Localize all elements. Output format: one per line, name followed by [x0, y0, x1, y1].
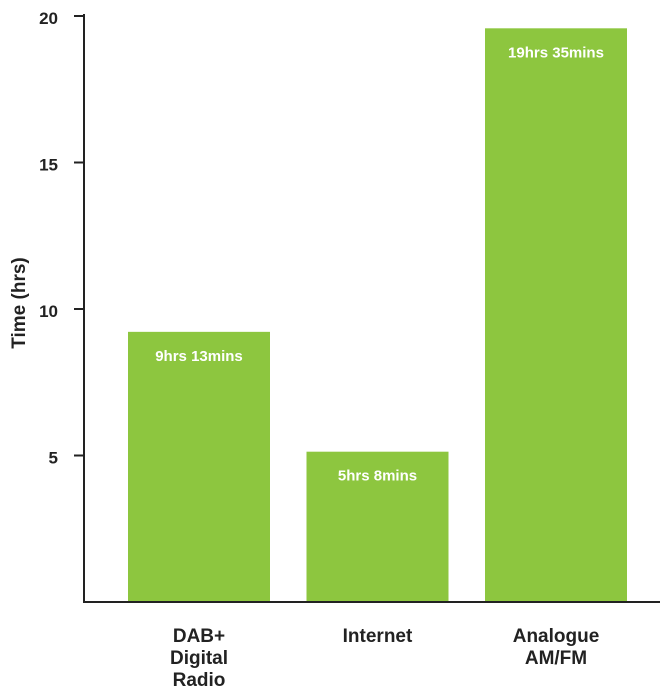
- bar: [485, 28, 627, 602]
- category-label: DAB+ Digital Radio: [170, 626, 228, 688]
- bars: [128, 28, 627, 602]
- y-tick-label: 5: [49, 449, 58, 468]
- bar-data-label: 19hrs 35mins: [508, 44, 604, 61]
- y-tick-label: 10: [39, 302, 58, 321]
- y-tick-label: 20: [39, 9, 58, 28]
- category-label: Analogue AM/FM: [513, 626, 600, 669]
- bar-data-label: 9hrs 13mins: [155, 348, 243, 365]
- category-labels: DAB+ Digital Radio Internet Analogue AM/FM: [170, 626, 599, 688]
- y-axis-ticks: 5 10 15 20: [39, 9, 84, 468]
- bar: [306, 451, 449, 602]
- data-labels: 9hrs 13mins 5hrs 8mins 19hrs 35mins: [155, 44, 604, 484]
- bar-data-label: 5hrs 8mins: [338, 468, 417, 485]
- y-axis-label: Time (hrs): [9, 257, 30, 349]
- bar: [128, 331, 270, 602]
- category-label: Internet: [343, 626, 413, 647]
- y-tick-label: 15: [39, 156, 58, 175]
